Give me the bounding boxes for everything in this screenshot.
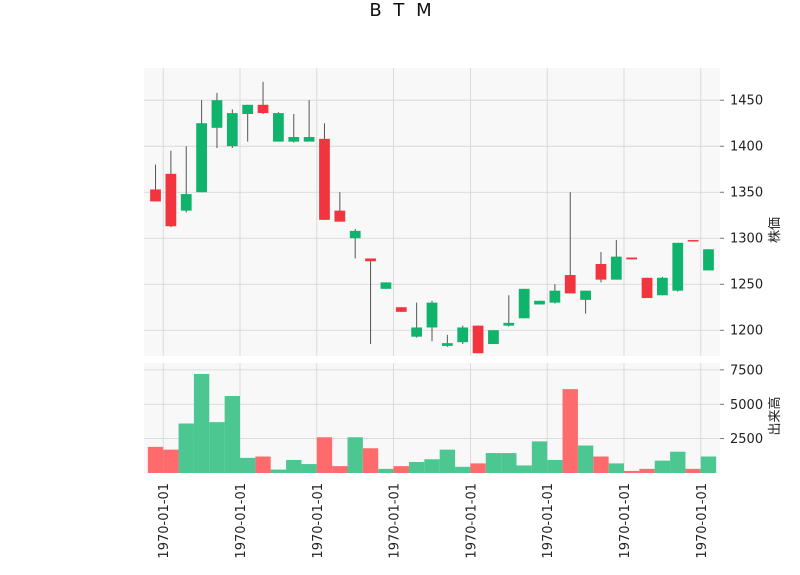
volume-bar-up <box>209 422 225 473</box>
price-tick-label: 1300 <box>730 232 763 247</box>
volume-tick-label: 5000 <box>730 398 763 413</box>
candle-body-up <box>211 100 223 128</box>
candle-body-up <box>503 322 515 326</box>
volume-bar-up <box>408 462 425 473</box>
price-tick-label: 1200 <box>730 324 763 339</box>
volume-tick-label: 7500 <box>730 363 763 378</box>
x-tick-label: 1970-01-01 <box>618 483 633 559</box>
volume-panel: 2500 5000 7500 <box>144 363 763 473</box>
candle-body-down <box>257 104 269 114</box>
volume-bar-down <box>624 470 640 473</box>
volume-bar-down <box>639 468 655 473</box>
candle-body-up <box>426 302 438 328</box>
volume-bar-up <box>670 451 686 473</box>
candle-body-down <box>319 138 330 220</box>
volume-bar-up <box>424 459 440 473</box>
candle-body-down <box>165 173 177 227</box>
candle-body-up <box>226 113 238 147</box>
candle-body-down <box>334 210 346 222</box>
candle-body-up <box>411 327 423 337</box>
candle-body-up <box>242 104 254 115</box>
volume-bar-up <box>193 374 210 473</box>
volume-bar-up <box>531 441 548 473</box>
candle-body-up <box>441 343 453 346</box>
volume-bar-up <box>301 464 317 473</box>
volume-bar-up <box>455 466 471 473</box>
volume-bar-down <box>685 468 701 473</box>
volume-bar-up <box>224 396 240 473</box>
candle-body-down <box>641 277 653 299</box>
candle-body-down <box>595 263 607 280</box>
x-tick-label: 1970-01-01 <box>311 483 326 559</box>
price-tick-label: 1350 <box>730 186 763 201</box>
volume-bar-up <box>654 460 671 473</box>
x-tick-label: 1970-01-01 <box>464 483 479 559</box>
candle-body-down <box>472 325 484 354</box>
volume-bar-up <box>700 456 717 473</box>
candle-body-up <box>457 327 469 343</box>
x-tick-label: 1970-01-01 <box>541 483 556 559</box>
volume-tick-label: 2500 <box>730 432 763 447</box>
candle-body-up <box>657 277 668 296</box>
price-tick-label: 1450 <box>730 94 763 109</box>
volume-bar-up <box>608 463 624 473</box>
candle-body-down <box>365 258 376 262</box>
candle-body-up <box>518 288 530 319</box>
candle-body-down <box>395 307 407 312</box>
candle-body-up <box>703 249 714 271</box>
volume-bar-up <box>240 457 256 473</box>
volume-bar-up <box>501 453 517 473</box>
volume-bar-up <box>547 459 563 473</box>
x-tick-label: 1970-01-01 <box>695 483 710 559</box>
x-tick-label: 1970-01-01 <box>157 483 172 559</box>
volume-bar-down <box>393 466 409 473</box>
candle-body-up <box>349 230 361 239</box>
volume-axis-label: 出来高 <box>767 396 783 435</box>
volume-bar-down <box>470 463 486 473</box>
candle-body-up <box>180 194 192 211</box>
volume-bar-down <box>593 456 609 473</box>
candle-body-down <box>564 275 576 294</box>
volume-bar-up <box>270 469 287 473</box>
volume-bar-down <box>163 449 179 473</box>
x-tick-label: 1970-01-01 <box>234 483 249 559</box>
candle-body-up <box>273 113 284 142</box>
price-panel: 1200 1250 1300 1350 1400 1450 <box>144 68 763 356</box>
volume-bar-up <box>516 465 532 473</box>
chart-title: B T M <box>369 0 434 21</box>
x-tick-label: 1970-01-01 <box>388 483 403 559</box>
volume-bar-down <box>147 446 164 473</box>
volume-bar-up <box>378 468 394 473</box>
volume-bar-up <box>439 449 456 473</box>
volume-bar-up <box>178 423 194 473</box>
volume-bar-up <box>286 459 302 473</box>
candle-body-down <box>626 257 638 260</box>
volume-bar-down <box>362 448 379 473</box>
candle-body-up <box>610 256 622 280</box>
candle-body-up <box>380 282 392 289</box>
volume-bar-up <box>577 445 594 473</box>
candle-body-down <box>687 240 699 242</box>
volume-bar-up <box>485 453 502 473</box>
volume-bar-down <box>562 389 578 473</box>
candle-body-down <box>150 189 161 202</box>
candle-body-up <box>488 330 499 345</box>
price-axis-label: 株価 <box>768 217 783 243</box>
price-tick-label: 1250 <box>730 278 763 293</box>
candle-body-up <box>534 300 545 305</box>
volume-bar-down <box>316 437 333 473</box>
candle-body-up <box>303 137 315 142</box>
x-axis: 1970-01-01 1970-01-01 1970-01-01 1970-01-01… <box>157 483 710 559</box>
candle-body-up <box>549 290 561 303</box>
volume-bar-down <box>332 466 348 473</box>
candle-body-up <box>196 123 207 193</box>
candle-body-up <box>288 137 300 142</box>
candle-body-up <box>672 242 684 291</box>
candle-body-up <box>580 290 591 300</box>
price-tick-label: 1400 <box>730 140 763 155</box>
volume-bar-down <box>255 456 271 473</box>
volume-bar-up <box>347 437 363 473</box>
